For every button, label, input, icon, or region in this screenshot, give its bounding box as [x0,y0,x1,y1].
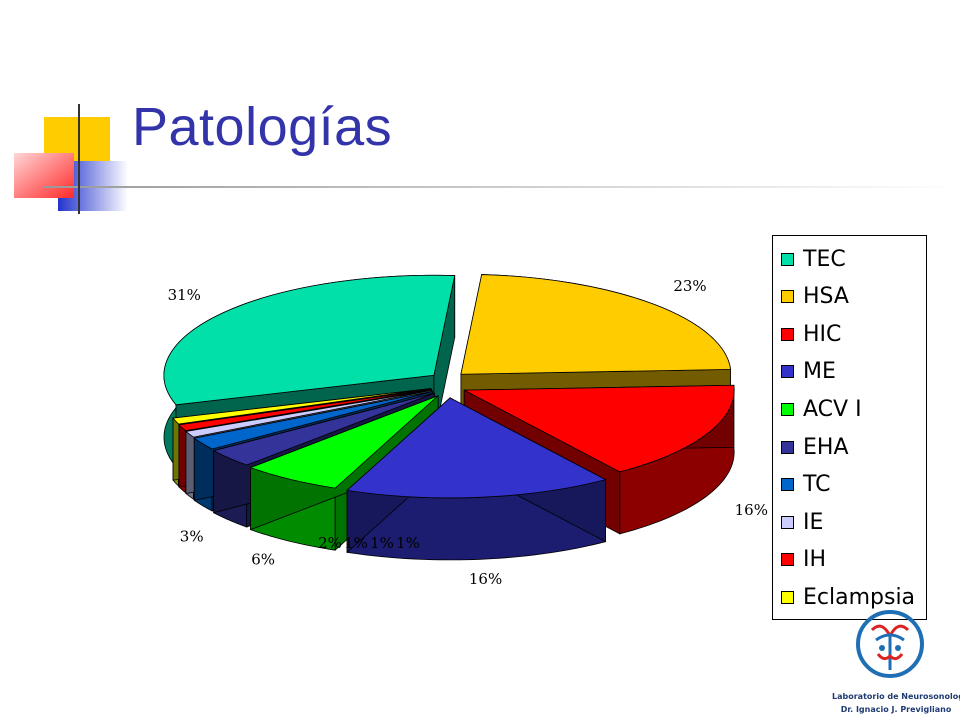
legend-label: TEC [803,246,846,272]
legend-swatch [781,478,794,492]
slice-top [185,389,432,438]
legend-item: ME [781,355,836,389]
legend-swatch [781,515,794,529]
data-label: 6% [251,551,275,569]
legend-label: HSA [803,284,849,310]
brain-logo-icon [856,610,924,678]
legend-label: Eclampsia [803,584,916,610]
data-label: 2% [318,534,342,552]
legend-item: ACV I [781,392,862,426]
slice-top [163,274,456,406]
legend-label: ME [803,359,836,385]
lab-logo: Laboratorio de Neurosonología Dr. Ignaci… [832,600,960,720]
legend-item: TC [781,468,831,502]
legend-swatch [781,440,794,454]
slice-top [463,384,735,473]
legend-label: IE [803,509,824,535]
chart-legend: TEC HSA HIC ME ACV I EHA TC IE IH Eclampsia [772,235,927,620]
slice-top [193,390,433,450]
slice-top [249,395,439,489]
slice-top [212,392,435,466]
legend-swatch [781,290,794,304]
data-label: 31% [168,286,201,304]
red-square [14,153,74,198]
legend-item: HIC [781,317,841,351]
legend-swatch [781,365,794,379]
legend-item: IE [781,505,823,539]
legend-swatch [781,402,794,416]
legend-item: TEC [781,242,846,276]
legend-label: EHA [803,434,849,460]
pie-slice-me [346,397,607,561]
vertical-rule [78,104,80,214]
data-label: 1% [396,534,420,552]
title-underline [44,186,960,188]
legend-label: IH [803,547,827,573]
data-label: 16% [735,501,768,519]
logo-line-1: Laboratorio de Neurosonología [832,692,960,701]
data-label: 3% [180,527,204,545]
slice-top [172,388,432,425]
legend-item: Eclampsia [781,580,915,614]
legend-swatch [781,590,794,604]
slice-top [178,388,432,432]
slice-top [346,397,607,499]
legend-swatch [781,327,794,341]
data-label: 23% [673,277,706,295]
legend-item: HSA [781,280,849,314]
legend-item: IH [781,543,826,577]
legend-swatch [781,553,794,567]
legend-item: EHA [781,430,849,464]
data-label: 1% [370,534,394,552]
logo-line-2: Dr. Ignacio J. Previgliano [840,705,952,714]
page-title: Patologías [132,97,393,157]
data-label: 16% [469,570,502,588]
legend-label: ACV I [803,396,862,422]
legend-swatch [781,252,794,266]
legend-label: TC [803,472,831,498]
data-label: 1% [344,534,368,552]
legend-label: HIC [803,321,842,347]
slice-top [460,274,732,375]
